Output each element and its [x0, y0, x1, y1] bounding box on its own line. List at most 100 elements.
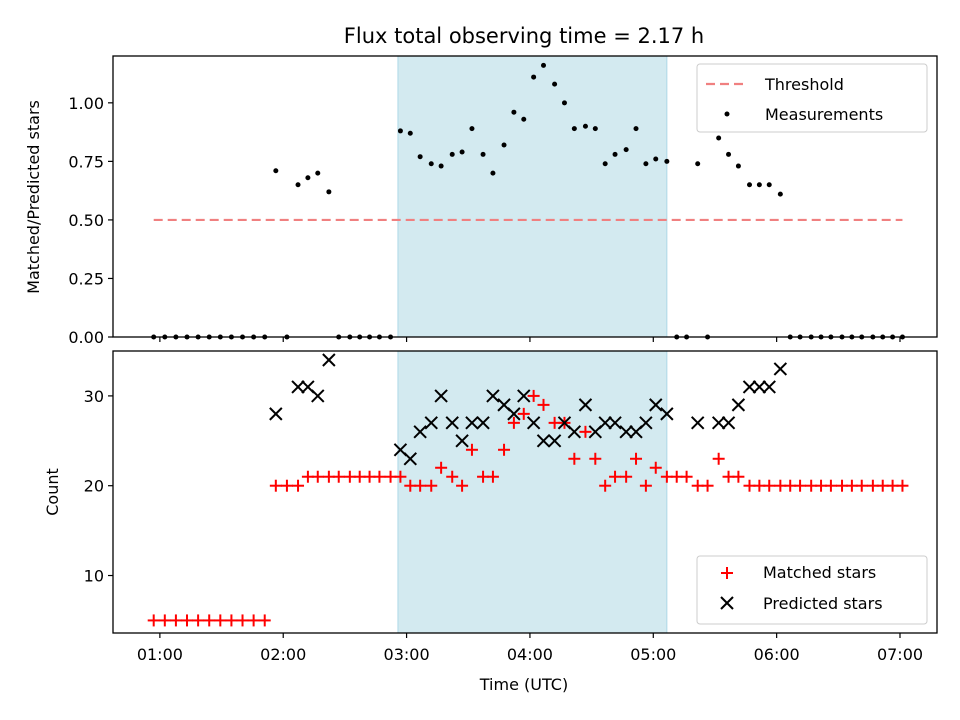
matched-star-point [896, 479, 909, 492]
top-y-axis-label: Matched/Predicted stars [24, 100, 43, 294]
matched-star-point [680, 470, 693, 483]
measurement-point [612, 151, 618, 157]
matched-star-point [269, 479, 282, 492]
matched-star-point [147, 614, 160, 627]
predicted-star-point [619, 425, 633, 439]
predicted-star-point [773, 362, 788, 376]
predicted-star-point [660, 407, 674, 421]
matched-star-point [763, 479, 776, 492]
predicted-star-point [547, 434, 562, 448]
predicted-star-point [517, 389, 531, 403]
matched-star-point [292, 479, 305, 492]
predicted-star-point [608, 416, 622, 430]
predicted-star-point [742, 380, 757, 394]
measurement-point [305, 175, 311, 181]
matched-star-point [609, 470, 622, 483]
bottom-x-tick-label: 01:00 [137, 645, 183, 664]
predicted-star-point [711, 416, 726, 430]
matched-star-point [394, 470, 407, 483]
matched-star-point [456, 479, 469, 492]
top-y-tick-label: 0.75 [68, 152, 104, 171]
measurement-point [716, 135, 722, 141]
measurement-point [438, 163, 444, 169]
matched-star-point [630, 452, 643, 465]
measurement-point [747, 182, 753, 188]
measurement-point [459, 149, 465, 155]
legend-matched-swatch [721, 567, 733, 579]
matched-star-point [225, 614, 238, 627]
measurement-point [571, 126, 577, 132]
matched-star-point [169, 614, 182, 627]
top-x-ticks [159, 337, 901, 342]
top-shaded-span [397, 55, 668, 338]
top-panel: 0.00 0.25 0.50 0.75 1.00 Matched/Predicted s… [24, 55, 938, 347]
measurement-point [592, 126, 598, 132]
matched-star-point [280, 479, 293, 492]
matched-star-point [247, 614, 260, 627]
legend-threshold-label: Threshold [764, 75, 844, 94]
legend-predicted-label: Predicted stars [763, 594, 883, 613]
bottom-y-tick-label: 20 [84, 477, 104, 496]
matched-star-point [214, 614, 227, 627]
top-y-tick-label: 1.00 [68, 94, 104, 113]
measurement-point [490, 170, 496, 176]
measurement-point [469, 126, 475, 132]
matched-star-point [794, 479, 807, 492]
predicted-star-point [291, 380, 305, 394]
matched-star-point [192, 614, 205, 627]
top-legend: Threshold Measurements [696, 63, 928, 133]
measurement-point [449, 151, 455, 157]
bottom-y-tick-label: 10 [84, 567, 104, 586]
predicted-star-point [649, 398, 663, 412]
measurement-point [756, 182, 762, 188]
measurement-point [602, 161, 608, 167]
predicted-star-point [536, 434, 551, 448]
measurement-point [295, 182, 301, 188]
matched-star-point [589, 452, 602, 465]
matched-star-point [311, 470, 324, 483]
matched-star-point [517, 407, 530, 420]
legend-measurements-swatch [724, 111, 730, 117]
matched-star-point [465, 443, 478, 456]
measurement-point [552, 81, 558, 87]
predicted-star-point [690, 416, 705, 430]
measurement-point [561, 100, 567, 106]
bottom-x-tick-label: 02:00 [260, 645, 306, 664]
predicted-star-point [434, 389, 448, 403]
matched-star-point [824, 479, 837, 492]
measurement-point [726, 151, 732, 157]
bottom-legend-box [696, 555, 928, 625]
measurement-point [777, 191, 783, 197]
measurement-point [521, 116, 527, 122]
predicted-star-point [567, 425, 582, 439]
bottom-x-tick-label: 05:00 [630, 645, 676, 664]
matched-star-point [414, 479, 427, 492]
measurement-point [511, 109, 517, 115]
measurement-point [407, 130, 413, 136]
predicted-star-point [578, 398, 593, 412]
measurement-point [582, 123, 588, 129]
matched-star-point [236, 614, 249, 627]
matched-star-point [158, 614, 171, 627]
predicted-star-point [455, 434, 469, 448]
matched-star-point [507, 416, 520, 429]
matched-star-point [701, 479, 714, 492]
bottom-y-axis-label: Count [43, 468, 62, 516]
measurement-point [273, 168, 279, 174]
predicted-star-point [731, 398, 746, 412]
measurement-point [623, 147, 629, 153]
measurement-point [428, 161, 434, 167]
measurement-point [643, 161, 649, 167]
bottom-x-ticks: 01:00 02:00 03:00 04:00 05:00 06:00 07:00 [137, 633, 923, 664]
predicted-star-point [762, 380, 776, 394]
measurement-point [653, 156, 659, 162]
matched-star-point [579, 425, 592, 438]
top-plot-frame [112, 55, 938, 338]
predicted-star-point [413, 425, 427, 439]
top-y-tick-label: 0.25 [68, 269, 104, 288]
matched-star-point [332, 470, 345, 483]
top-y-ticks: 0.00 0.25 0.50 0.75 1.00 [68, 94, 113, 347]
matched-star-point [373, 470, 386, 483]
matched-star-point [599, 479, 612, 492]
bottom-y-tick-label: 30 [84, 387, 104, 406]
